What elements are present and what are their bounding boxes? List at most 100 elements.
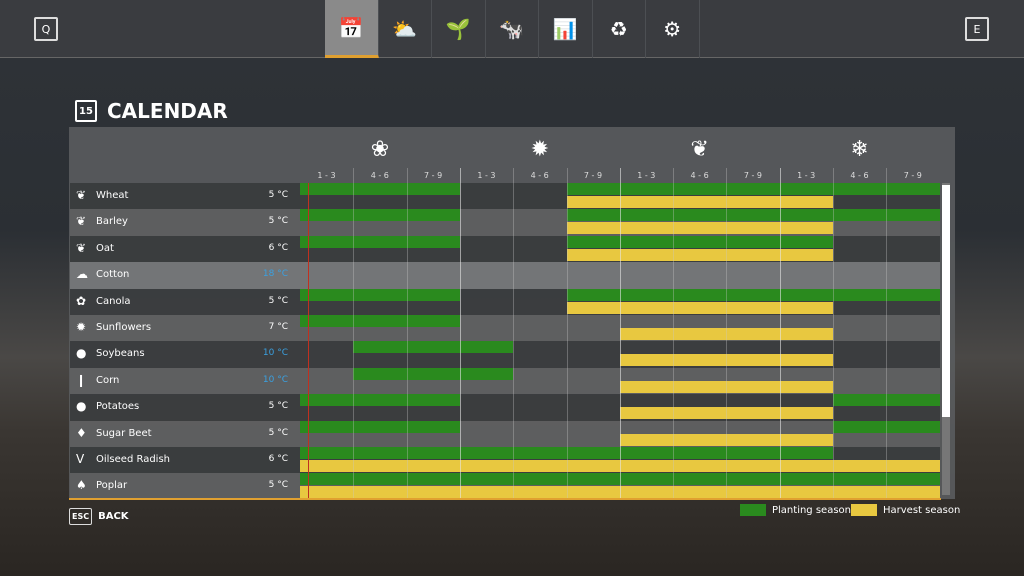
planting-bar: [566, 235, 833, 248]
crop-name: Soybeans: [96, 348, 145, 360]
autumn-leaf-icon: ❦: [690, 137, 709, 162]
crop-icon: ✹: [76, 320, 87, 334]
month-label: 4 - 6: [690, 171, 709, 180]
crop-icon: ♠: [76, 478, 87, 493]
crop-min-temp: 10 °C: [262, 374, 288, 385]
tab-calendar[interactable]: 📅: [325, 0, 379, 58]
chart-icon: 📊: [552, 17, 578, 41]
crop-name: Sunflowers: [96, 322, 152, 333]
next-tab-key-button[interactable]: E: [965, 17, 989, 41]
crop-icon: V: [76, 452, 85, 466]
crop-name: Oilseed Radish: [96, 454, 170, 465]
cycle-icon: ♻: [609, 17, 628, 41]
crop-min-temp: 5 °C: [268, 216, 288, 227]
menu-tabs: 📅 ⛅ 🌱 🐄 📊 ♻ ⚙: [325, 0, 700, 58]
harvest-bar: [566, 222, 833, 235]
grid-line: [673, 168, 675, 499]
grid-line: [406, 168, 408, 499]
tab-settings[interactable]: ⚙: [646, 0, 700, 58]
crop-name: Poplar: [96, 480, 128, 492]
weather-icon: ⛅: [392, 17, 418, 41]
planting-swatch: [740, 504, 766, 516]
grid-line: [886, 168, 888, 499]
planting-bar: [300, 394, 460, 407]
crop-icon: ❦: [76, 240, 87, 255]
crop-name: Cotton: [96, 269, 130, 281]
planting-bar: [353, 367, 514, 380]
crop-name: Corn: [96, 374, 120, 386]
grid-line: [619, 168, 621, 499]
back-button[interactable]: ESC BACK: [69, 508, 129, 525]
crop-min-temp: 5 °C: [268, 480, 288, 491]
crop-icon: ●: [76, 346, 87, 361]
crop-icon: ●: [76, 399, 87, 414]
tab-cycle[interactable]: ♻: [593, 0, 646, 58]
esc-key-icon: ESC: [69, 508, 93, 525]
planting-bar: [300, 315, 460, 327]
month-label: 4 - 6: [850, 171, 869, 180]
grid-line: [513, 168, 515, 499]
planting-bar: [300, 183, 460, 195]
month-label: 4 - 6: [370, 171, 389, 180]
planting-bar: [833, 420, 940, 433]
crop-min-temp: 5 °C: [268, 401, 288, 412]
harvest-bar: [566, 301, 833, 314]
month-label: 1 - 3: [797, 171, 816, 180]
grid-line: [353, 168, 355, 499]
month-label: 7 - 9: [583, 171, 603, 180]
planting-bar: [300, 420, 460, 433]
crop-name: Potatoes: [96, 401, 140, 413]
crop-min-temp: 5 °C: [268, 427, 288, 438]
month-label: 7 - 9: [424, 171, 443, 180]
tab-chart[interactable]: 📊: [539, 0, 593, 58]
crop-min-temp: 10 °C: [262, 348, 288, 359]
tab-cow[interactable]: 🐄: [486, 0, 539, 58]
month-label: 7 - 9: [743, 171, 762, 180]
calendar-icon: 📅: [338, 15, 364, 40]
crop-name: Barley: [96, 216, 128, 228]
crop-icon: ❦: [76, 214, 87, 229]
grid-line: [726, 168, 728, 499]
harvest-swatch: [851, 504, 877, 516]
crop-min-temp: 18 °C: [262, 269, 288, 280]
crop-icon: ❙: [76, 372, 87, 387]
crop-min-temp: 6 °C: [268, 242, 288, 253]
legend-planting-label: Planting season: [772, 504, 851, 516]
legend-planting: Planting season: [740, 504, 851, 516]
top-bar: Q 📅 ⛅ 🌱 🐄 📊 ♻ ⚙ E: [0, 0, 1024, 58]
spring-flower-icon: ❀: [370, 137, 390, 162]
plant-icon: 🌱: [445, 17, 471, 41]
crop-icon: ✿: [76, 293, 87, 308]
crop-icon: ☁: [76, 267, 88, 282]
crop-name: Sugar Beet: [96, 427, 152, 439]
month-label: 4 - 6: [530, 171, 549, 180]
planting-bar: [833, 394, 940, 407]
settings-icon: ⚙: [663, 17, 682, 41]
planting-bar: [300, 209, 460, 222]
month-label: 7 - 9: [903, 171, 922, 180]
planting-bar: [566, 183, 940, 195]
planting-bar: [353, 341, 514, 354]
crop-min-temp: 6 °C: [268, 454, 288, 464]
crop-row[interactable]: ☁ Cotton 18 °C: [70, 262, 940, 289]
prev-tab-key-button[interactable]: Q: [34, 17, 58, 41]
crop-name: Wheat: [96, 190, 129, 201]
planting-bar: [300, 235, 460, 248]
calendar-icon: 15: [75, 100, 97, 122]
scrollbar-thumb[interactable]: [942, 185, 950, 417]
legend-harvest-label: Harvest season: [883, 504, 961, 516]
crop-min-temp: 7 °C: [268, 322, 288, 332]
tab-weather[interactable]: ⛅: [379, 0, 432, 58]
harvest-bar: [566, 196, 833, 208]
planting-bar: [300, 288, 460, 301]
back-label: BACK: [98, 511, 129, 522]
month-label: 1 - 3: [477, 171, 496, 180]
legend-harvest: Harvest season: [851, 504, 960, 516]
month-label: 1 - 3: [317, 171, 336, 180]
tab-plant[interactable]: 🌱: [432, 0, 486, 58]
winter-snowflake-icon: ❄: [850, 137, 869, 162]
harvest-bar: [566, 248, 833, 261]
crop-name: Oat: [96, 242, 114, 254]
month-label: 1 - 3: [637, 171, 656, 180]
grid-line: [566, 168, 568, 499]
